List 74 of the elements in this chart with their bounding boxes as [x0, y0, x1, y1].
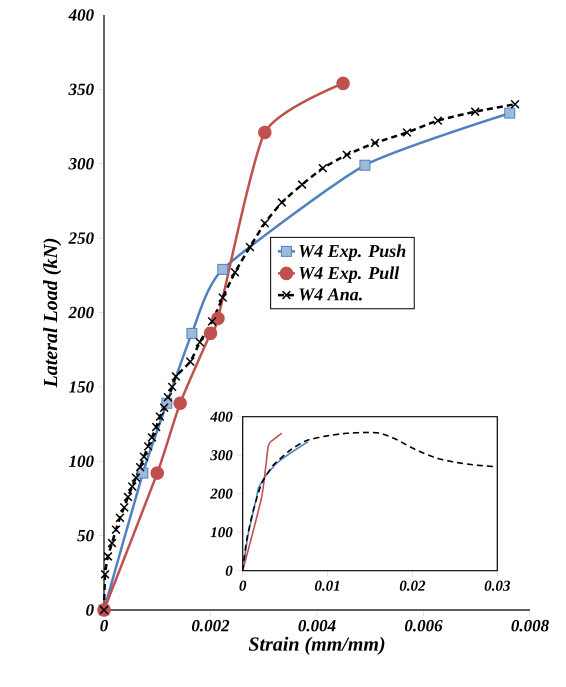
point [144, 442, 153, 452]
y-axis-title: Lateral Load (kN) [43, 238, 62, 388]
point [115, 513, 125, 522]
x-tick-label: 0.03 [484, 580, 510, 591]
point [171, 372, 181, 382]
y-tick-label: 400 [68, 9, 94, 21]
point [277, 198, 286, 208]
point [207, 316, 217, 326]
point [510, 100, 520, 109]
point [123, 492, 133, 502]
x-tick-label: 0.004 [298, 620, 336, 632]
x-tick-label: 0.008 [511, 620, 549, 632]
point [103, 552, 113, 562]
point [147, 432, 157, 442]
point [152, 422, 161, 432]
point [258, 126, 272, 140]
point [155, 412, 165, 422]
point [342, 150, 352, 160]
point [433, 116, 443, 126]
x-tick-label: 0 [100, 620, 108, 632]
legend-label: W4 Ana. [299, 288, 362, 301]
point [370, 138, 380, 148]
y-tick-label: 250 [68, 232, 94, 244]
x-tick-label: 0.01 [314, 580, 340, 591]
point [195, 338, 204, 347]
point [111, 525, 121, 534]
x-tick-label: 0.02 [400, 580, 426, 591]
y-tick-label: 50 [77, 530, 94, 542]
point [318, 164, 328, 173]
y-tick-label: 150 [68, 381, 94, 393]
x-axis-title: Strain (mm/mm) [248, 636, 384, 655]
point [160, 403, 169, 412]
point [107, 538, 117, 548]
y-tick-label: 200 [210, 488, 232, 499]
y-tick-label: 300 [210, 450, 232, 460]
point [211, 312, 225, 326]
point [120, 502, 129, 512]
y-tick-label: 300 [68, 158, 94, 170]
point [260, 218, 270, 228]
point [245, 242, 255, 252]
point [136, 462, 145, 472]
point [139, 452, 149, 462]
point [128, 482, 137, 492]
point [217, 264, 228, 275]
point [218, 292, 228, 302]
point [163, 392, 173, 402]
point [230, 268, 240, 277]
point [173, 396, 187, 410]
line-series [242, 432, 283, 572]
legend-label: W4 Exp. Push [299, 244, 406, 261]
point [402, 128, 412, 138]
point [186, 356, 195, 366]
point [186, 328, 198, 339]
point [504, 108, 516, 119]
point [336, 76, 350, 90]
x-tick-label: 0.006 [404, 620, 443, 632]
y-tick-label: 200 [68, 306, 94, 318]
y-tick-label: 400 [210, 412, 232, 422]
point [359, 160, 370, 171]
y-tick-label: 350 [68, 84, 94, 96]
legend-label: W4 Exp. Pull [299, 266, 400, 283]
y-tick-label: 0 [86, 604, 94, 616]
point [150, 466, 164, 480]
y-tick-label: 0 [226, 566, 232, 576]
point [297, 180, 307, 190]
x-tick-label: 0 [239, 580, 246, 591]
point [100, 570, 110, 579]
x-tick-label: 0.002 [192, 620, 230, 632]
point [168, 382, 177, 392]
point [470, 107, 480, 116]
y-tick-label: 100 [68, 456, 94, 467]
point [131, 472, 141, 482]
point [204, 326, 218, 340]
y-tick-label: 100 [210, 527, 232, 538]
